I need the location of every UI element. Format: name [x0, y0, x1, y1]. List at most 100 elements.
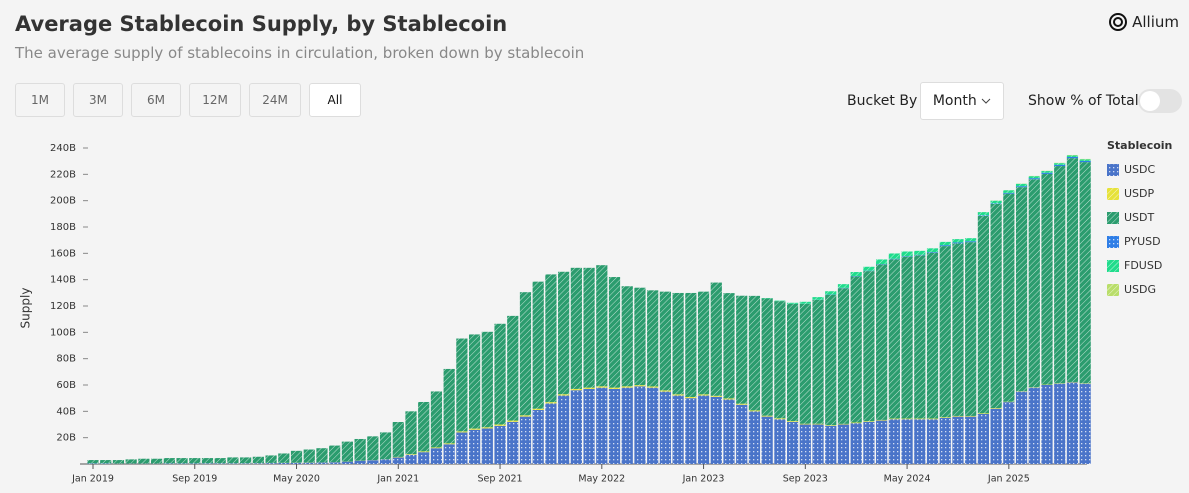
bar-segment — [901, 251, 913, 257]
bar-segment — [876, 264, 888, 420]
bar-segment — [1041, 173, 1053, 385]
bar-segment — [965, 242, 977, 416]
bar-segment — [329, 445, 341, 463]
bar-segment — [494, 425, 506, 464]
bar-segment — [672, 292, 684, 395]
bar-segment — [723, 399, 735, 464]
bar-segment — [812, 424, 824, 464]
bar-segment — [685, 396, 697, 399]
bar-segment — [316, 462, 328, 464]
bar-segment — [736, 404, 748, 464]
bar-segment — [341, 441, 353, 462]
bar-segment — [151, 458, 163, 464]
bar-segment — [672, 394, 684, 396]
bar-segment — [558, 394, 570, 396]
bar-segment — [1066, 156, 1079, 159]
bar-segment — [1041, 385, 1053, 464]
bar-segment — [316, 448, 328, 463]
bar-segment — [977, 413, 989, 414]
bar-segment — [469, 429, 481, 464]
bar-segment — [799, 301, 811, 304]
legend-title: Stablecoin — [1107, 139, 1172, 152]
y-tick-label: 180B — [50, 222, 76, 233]
bar-segment — [1054, 383, 1066, 464]
range-button[interactable]: 24M — [249, 83, 301, 117]
y-tick-label: 140B — [50, 275, 76, 286]
bar-segment — [507, 421, 519, 464]
bar-segment — [608, 388, 621, 464]
bar-segment — [837, 423, 850, 425]
bar-segment — [799, 423, 811, 425]
bar-segment — [214, 463, 226, 464]
bar-segment — [723, 398, 735, 400]
bar-segment — [787, 421, 799, 422]
bar-segment — [1079, 159, 1091, 161]
bar-segment — [507, 315, 519, 421]
bar-segment — [697, 291, 710, 395]
bar-segment — [189, 458, 201, 464]
bar-segment — [888, 253, 900, 259]
bucket-label: Bucket By — [847, 93, 918, 109]
bar-segment — [634, 386, 646, 464]
bar-segment — [812, 423, 824, 425]
bar-segment — [1041, 172, 1053, 174]
bar-segment — [850, 422, 862, 424]
bar-segment — [926, 248, 939, 253]
bar-segment — [761, 416, 773, 464]
bar-segment — [952, 243, 964, 416]
bar-segment — [837, 284, 850, 288]
bar-segment — [901, 419, 913, 464]
bar-segment — [418, 451, 430, 453]
bar-segment — [939, 417, 951, 464]
bar-segment — [672, 395, 684, 464]
logo-icon — [1109, 13, 1128, 31]
logo: Allium — [1108, 12, 1179, 32]
bar-segment — [863, 421, 875, 464]
x-tick-label: May 2024 — [884, 474, 931, 485]
range-button[interactable]: All — [309, 83, 361, 117]
bar-segment — [214, 458, 226, 464]
legend-label: FDUSD — [1124, 259, 1162, 272]
range-button[interactable]: 12M — [189, 83, 241, 117]
bar-segment — [252, 456, 264, 464]
percent-toggle[interactable] — [1138, 89, 1182, 113]
bar-segment — [354, 438, 366, 461]
bar-segment — [850, 272, 862, 276]
bar-segment — [227, 463, 239, 464]
bucket-dropdown[interactable]: Month — [920, 82, 1004, 120]
x-tick-label: Sep 2021 — [477, 474, 522, 485]
bar-segment — [596, 386, 608, 388]
bar-segment — [558, 395, 570, 464]
bar-segment — [596, 265, 608, 387]
bar-segment — [608, 277, 621, 388]
bar-segment — [850, 276, 862, 423]
bar-segment — [888, 418, 900, 420]
bar-segment — [1028, 178, 1040, 180]
bar-segment — [1054, 163, 1066, 165]
bar-segment — [952, 239, 964, 243]
bar-segment — [952, 416, 964, 464]
bar-segment — [176, 463, 188, 464]
y-tick-label: 120B — [50, 301, 76, 312]
bar-segment — [570, 390, 582, 464]
range-button[interactable]: 1M — [15, 83, 65, 117]
bar-segment — [481, 427, 493, 429]
bar-segment — [100, 463, 112, 464]
x-tick-label: Jan 2025 — [987, 474, 1030, 485]
toggle-label: Show % of Total — [1028, 93, 1139, 109]
bar-segment — [443, 368, 455, 444]
bar-segment — [901, 256, 913, 257]
legend-label: USDP — [1124, 187, 1155, 200]
x-tick-label: Sep 2023 — [783, 474, 828, 485]
bar-segment — [787, 302, 799, 304]
bar-segment — [876, 259, 888, 265]
bar-segment — [990, 408, 1002, 409]
bar-segment — [952, 242, 964, 244]
bar-segment — [189, 463, 201, 464]
range-button[interactable]: 3M — [73, 83, 123, 117]
bar-segment — [863, 266, 875, 271]
range-button[interactable]: 6M — [131, 83, 181, 117]
bar-segment — [1079, 162, 1091, 384]
bar-segment — [990, 200, 1002, 204]
